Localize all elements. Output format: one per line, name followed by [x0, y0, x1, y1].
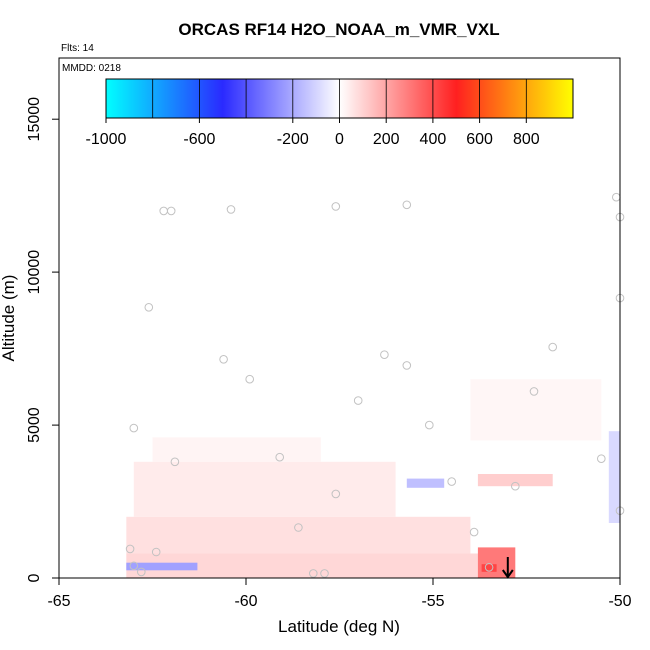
date-label: MMDD: 0218 — [62, 63, 121, 74]
flight-point-16 — [425, 420, 434, 430]
flight-point-13 — [245, 374, 254, 384]
colorbar-tick-label-5: 400 — [420, 131, 447, 148]
y-axis-label: Altitude (m) — [0, 275, 18, 362]
flight-point-26 — [469, 527, 479, 537]
heatmap-region-10 — [470, 379, 602, 441]
colorbar-tick-label-3: 0 — [335, 131, 344, 148]
flight-point-15 — [353, 396, 363, 405]
x-tick-label-3: -50 — [608, 593, 631, 610]
flight-point-7 — [144, 303, 154, 312]
flight-point-32 — [320, 569, 329, 578]
flights-label: Flts: 14 — [61, 43, 94, 54]
flight-point-27 — [125, 544, 135, 554]
flight-point-11 — [402, 361, 412, 370]
plot-frame — [58, 57, 621, 579]
flight-point-5 — [612, 192, 621, 202]
flight-point-21 — [447, 477, 457, 486]
flight-point-17 — [129, 423, 139, 433]
flight-points — [125, 192, 625, 578]
colorbar-tick-label-0: -1000 — [86, 131, 127, 148]
flight-point-29 — [129, 561, 139, 571]
flight-point-10 — [380, 350, 389, 360]
y-tick-label-1: 5000 — [26, 407, 43, 443]
flight-point-19 — [170, 457, 180, 467]
heatmap-region-6 — [126, 562, 198, 571]
heatmap-region-9 — [477, 474, 553, 487]
colorbar: -1000 -600 -200 0 200 400 600 800 — [86, 78, 574, 148]
x-tick-label-1: -60 — [234, 593, 257, 610]
y-tick-label-0: 0 — [26, 573, 43, 582]
x-tick-label-2: -55 — [421, 593, 444, 610]
flight-point-3 — [331, 202, 341, 211]
flight-point-18 — [275, 452, 285, 462]
x-axis: -65 -60 -55 -50 — [47, 578, 632, 610]
heatmap-region-5 — [481, 564, 497, 572]
arrow-head — [501, 569, 514, 579]
heatmap-region-4 — [477, 547, 516, 578]
heatmap-cells — [126, 379, 620, 578]
flight-point-12 — [548, 342, 558, 352]
y-tick-label-3: 15000 — [26, 97, 43, 142]
colorbar-tick-label-2: -200 — [277, 131, 309, 148]
flight-point-0 — [159, 206, 168, 216]
chart-title: ORCAS RF14 H2O_NOAA_m_VMR_VXL — [178, 20, 499, 39]
flight-point-31 — [309, 569, 318, 578]
flight-point-1 — [166, 206, 176, 216]
flight-point-25 — [294, 523, 303, 532]
heatmap-region-8 — [608, 431, 620, 523]
y-tick-label-2: 10000 — [26, 250, 43, 295]
flight-point-23 — [331, 489, 341, 499]
x-tick-label-0: -65 — [47, 593, 70, 610]
flight-point-33 — [484, 563, 494, 572]
heatmap-region-3 — [152, 437, 321, 462]
colorbar-tick-label-7: 800 — [513, 131, 540, 148]
plot-area — [125, 192, 625, 578]
x-axis-label: Latitude (deg N) — [278, 617, 400, 636]
down-arrow-marker — [501, 557, 514, 579]
flight-point-9 — [219, 355, 228, 364]
y-axis: 0 5000 10000 15000 — [26, 97, 59, 582]
heatmap-region-2 — [133, 461, 396, 517]
flight-point-22 — [511, 481, 520, 491]
colorbar-tick-label-6: 600 — [466, 131, 493, 148]
colorbar-tick-label-1: -600 — [183, 131, 215, 148]
flight-point-2 — [226, 205, 236, 214]
flight-point-14 — [529, 387, 539, 396]
flight-point-20 — [597, 454, 606, 464]
flight-point-30 — [137, 567, 146, 577]
heatmap-region-7 — [406, 478, 445, 488]
colorbar-tick-label-4: 200 — [373, 131, 400, 148]
heatmap-region-1 — [126, 516, 471, 554]
flight-point-4 — [402, 200, 412, 210]
flight-point-28 — [151, 547, 161, 557]
